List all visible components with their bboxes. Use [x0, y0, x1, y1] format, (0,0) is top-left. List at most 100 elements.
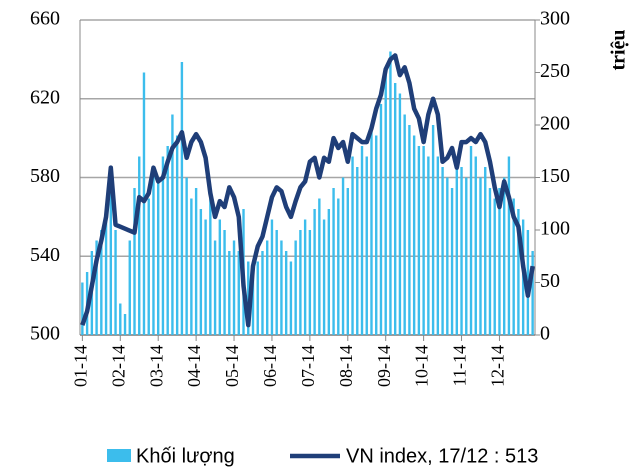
bar — [100, 230, 103, 335]
bar — [119, 303, 122, 335]
bar — [365, 156, 368, 335]
bar — [384, 72, 387, 335]
bar — [190, 198, 193, 335]
bar — [327, 209, 331, 335]
bar — [213, 240, 217, 335]
bar — [493, 198, 496, 335]
bar — [175, 135, 179, 335]
bar — [379, 104, 383, 335]
x-tick-label: 03-14 — [146, 345, 166, 387]
bar — [431, 125, 435, 335]
y-tick-label: 580 — [30, 165, 60, 187]
y2-tick-label: 200 — [540, 113, 570, 135]
bar — [427, 156, 430, 335]
bar — [95, 240, 98, 335]
bar — [512, 198, 515, 335]
bar — [351, 156, 354, 335]
bar — [270, 219, 274, 335]
bar — [318, 198, 321, 335]
bar — [152, 167, 155, 335]
x-tick-label: 11-14 — [450, 345, 470, 386]
bar — [484, 167, 487, 335]
bar — [393, 83, 397, 335]
bar — [237, 251, 240, 335]
y2-tick-label: 100 — [540, 218, 570, 240]
bar — [341, 177, 345, 335]
bar — [408, 125, 411, 335]
bar — [460, 167, 463, 335]
x-tick-label: 09-14 — [374, 345, 394, 387]
x-tick-label: 05-14 — [222, 345, 242, 387]
x-tick-label: 07-14 — [298, 345, 318, 387]
bar — [517, 209, 520, 335]
bar — [204, 219, 207, 335]
bar — [275, 230, 278, 335]
bar — [412, 135, 416, 335]
bar — [370, 125, 373, 335]
bar — [450, 188, 454, 335]
bar — [194, 188, 198, 335]
bar — [322, 219, 326, 335]
bar — [284, 251, 288, 335]
bar — [128, 240, 131, 335]
bar — [218, 219, 222, 335]
bar — [228, 251, 231, 335]
bar — [356, 167, 359, 335]
bar — [308, 230, 312, 335]
bar — [109, 188, 113, 335]
bar — [266, 240, 269, 335]
bar — [446, 177, 449, 335]
bar — [332, 188, 335, 335]
bar — [299, 230, 302, 335]
bar — [422, 146, 425, 335]
bar — [455, 156, 458, 335]
bar — [313, 209, 316, 335]
bar — [104, 219, 108, 335]
bar — [166, 146, 169, 335]
bar — [498, 188, 501, 335]
bar — [180, 62, 184, 335]
bar — [441, 167, 444, 335]
bar — [417, 146, 421, 335]
y2-axis-label: triệu — [608, 29, 630, 70]
bar — [436, 156, 440, 335]
bar — [261, 251, 264, 335]
x-tick-label: 10-14 — [412, 345, 432, 387]
legend-label: VN index, 17/12 : 513 — [346, 445, 538, 467]
bar — [251, 272, 255, 335]
x-tick-label: 08-14 — [336, 345, 356, 387]
bar — [294, 240, 297, 335]
bar — [133, 188, 136, 335]
bar — [280, 240, 283, 335]
bar — [303, 219, 307, 335]
bar — [488, 188, 492, 335]
line — [80, 53, 535, 328]
bar — [465, 177, 468, 335]
bar — [147, 198, 150, 335]
y2-tick-label: 50 — [540, 270, 560, 292]
legend-label: Khối lượng — [136, 445, 235, 467]
bar — [403, 114, 406, 335]
bar — [157, 177, 160, 335]
bar — [185, 177, 188, 335]
x-tick-label: 01-14 — [70, 345, 90, 387]
y2-tick-label: 0 — [540, 323, 550, 345]
y2-tick-label: 250 — [540, 60, 570, 82]
bar — [507, 156, 511, 335]
bar — [469, 146, 473, 335]
x-tick-label: 06-14 — [260, 345, 280, 387]
bar — [479, 177, 482, 335]
y-tick-label: 500 — [30, 323, 60, 345]
y2-tick-label: 150 — [540, 165, 570, 187]
bar — [81, 282, 84, 335]
bar — [398, 93, 402, 335]
bar — [531, 251, 534, 335]
legend-swatch — [107, 449, 131, 462]
bar — [389, 51, 392, 335]
y-tick-label: 620 — [30, 86, 60, 108]
bar — [289, 261, 293, 335]
y2-tick-label: 300 — [540, 8, 570, 30]
bar — [223, 230, 226, 335]
bar — [114, 230, 117, 335]
